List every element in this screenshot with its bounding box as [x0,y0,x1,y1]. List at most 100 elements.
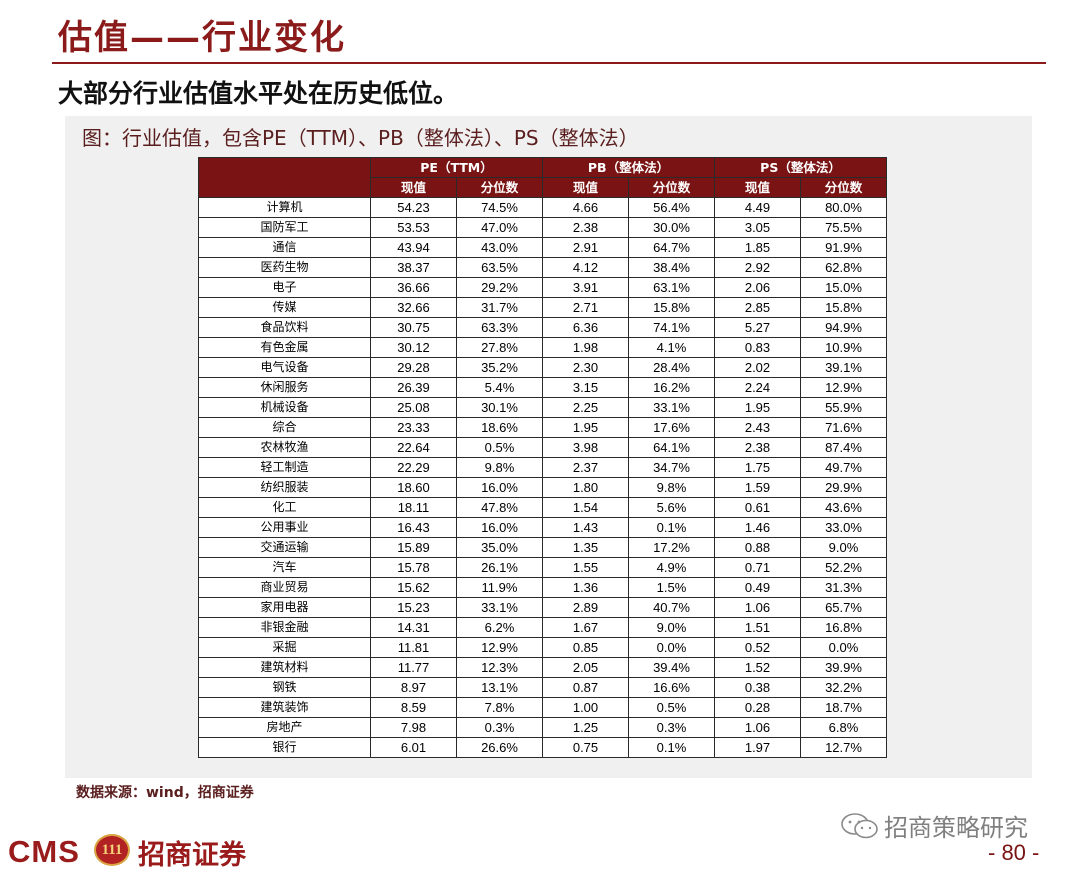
table-row: 化工 18.11 47.8% 1.54 5.6% 0.61 43.6% [198,497,887,518]
value-cell: 54.23 [370,197,457,218]
industry-name-cell: 房地产 [198,717,371,738]
industry-name-cell: 轻工制造 [198,457,371,478]
industry-header [198,157,371,198]
value-cell: 4.12 [542,257,629,278]
value-cell: 4.66 [542,197,629,218]
value-cell: 5.4% [456,377,543,398]
value-cell: 1.43 [542,517,629,538]
table-row: 食品饮料 30.75 63.3% 6.36 74.1% 5.27 94.9% [198,317,887,338]
value-cell: 31.7% [456,297,543,318]
industry-name-cell: 计算机 [198,197,371,218]
value-cell: 64.1% [628,437,715,458]
value-cell: 3.91 [542,277,629,298]
value-cell: 8.97 [370,677,457,698]
value-cell: 16.8% [800,617,887,638]
value-cell: 63.3% [456,317,543,338]
industry-name-cell: 综合 [198,417,371,438]
value-cell: 6.8% [800,717,887,738]
value-cell: 18.11 [370,497,457,518]
table-body: 计算机 54.23 74.5% 4.66 56.4% 4.49 80.0% 国防军工 53.53… [198,197,887,758]
industry-name-cell: 休闲服务 [198,377,371,398]
value-cell: 7.98 [370,717,457,738]
industry-name-cell: 农林牧渔 [198,437,371,458]
value-cell: 15.0% [800,277,887,298]
industry-name-cell: 国防军工 [198,217,371,238]
value-cell: 0.85 [542,637,629,658]
value-cell: 3.15 [542,377,629,398]
value-cell: 12.9% [800,377,887,398]
table-row: 电气设备 29.28 35.2% 2.30 28.4% 2.02 39.1% [198,357,887,378]
value-cell: 26.39 [370,377,457,398]
value-cell: 33.0% [800,517,887,538]
value-cell: 2.38 [714,437,801,458]
value-cell: 2.92 [714,257,801,278]
valuation-table: PE（TTM） PB（整体法） PS（整体法） 现值 分位数 现值 分位数 现值… [198,157,887,758]
value-cell: 2.24 [714,377,801,398]
value-cell: 29.2% [456,277,543,298]
wechat-icon [841,813,878,839]
value-cell: 2.05 [542,657,629,678]
table-row: 建筑装饰 8.59 7.8% 1.00 0.5% 0.28 18.7% [198,697,887,718]
value-cell: 2.06 [714,277,801,298]
value-cell: 30.12 [370,337,457,358]
value-cell: 17.6% [628,417,715,438]
value-cell: 3.05 [714,217,801,238]
value-cell: 43.6% [800,497,887,518]
table-row: 轻工制造 22.29 9.8% 2.37 34.7% 1.75 49.7% [198,457,887,478]
value-cell: 2.02 [714,357,801,378]
table-sub-header-row: 现值 分位数 现值 分位数 现值 分位数 [199,177,887,198]
value-cell: 2.30 [542,357,629,378]
value-cell: 0.3% [628,717,715,738]
value-cell: 74.5% [456,197,543,218]
value-cell: 2.91 [542,237,629,258]
value-cell: 1.95 [542,417,629,438]
value-cell: 27.8% [456,337,543,358]
value-cell: 22.29 [370,457,457,478]
value-cell: 1.80 [542,477,629,498]
value-cell: 7.8% [456,697,543,718]
value-cell: 14.31 [370,617,457,638]
value-cell: 2.37 [542,457,629,478]
figure-caption: 图：行业估值，包含PE（TTM）、PB（整体法）、PS（整体法） [82,126,639,150]
value-cell: 16.43 [370,517,457,538]
sub-header-ps-value: 现值 [714,177,801,198]
value-cell: 0.28 [714,697,801,718]
table-row: 有色金属 30.12 27.8% 1.98 4.1% 0.83 10.9% [198,337,887,358]
wechat-account-name: 招商策略研究 [884,814,1028,842]
value-cell: 30.75 [370,317,457,338]
value-cell: 1.54 [542,497,629,518]
page-subtitle: 大部分行业估值水平处在历史低位。 [58,79,459,108]
value-cell: 11.81 [370,637,457,658]
table-row: 纺织服装 18.60 16.0% 1.80 9.8% 1.59 29.9% [198,477,887,498]
industry-name-cell: 公用事业 [198,517,371,538]
industry-name-cell: 建筑材料 [198,657,371,678]
value-cell: 1.67 [542,617,629,638]
logo-latin-text: CMS [8,834,80,869]
value-cell: 8.59 [370,697,457,718]
table-row: 通信 43.94 43.0% 2.91 64.7% 1.85 91.9% [198,237,887,258]
industry-name-cell: 家用电器 [198,597,371,618]
value-cell: 65.7% [800,597,887,618]
value-cell: 29.9% [800,477,887,498]
value-cell: 33.1% [628,397,715,418]
value-cell: 0.1% [628,737,715,758]
value-cell: 43.0% [456,237,543,258]
value-cell: 34.7% [628,457,715,478]
value-cell: 0.5% [628,697,715,718]
industry-name-cell: 采掘 [198,637,371,658]
value-cell: 40.7% [628,597,715,618]
sub-header-ps-percentile: 分位数 [800,177,887,198]
value-cell: 9.8% [628,477,715,498]
value-cell: 9.0% [628,617,715,638]
table-row: 交通运输 15.89 35.0% 1.35 17.2% 0.88 9.0% [198,537,887,558]
value-cell: 0.38 [714,677,801,698]
table-row: 银行 6.01 26.6% 0.75 0.1% 1.97 12.7% [198,737,887,758]
value-cell: 63.5% [456,257,543,278]
value-cell: 10.9% [800,337,887,358]
page-number: - 80 - [988,840,1040,865]
value-cell: 12.9% [456,637,543,658]
value-cell: 53.53 [370,217,457,238]
value-cell: 80.0% [800,197,887,218]
table-row: 计算机 54.23 74.5% 4.66 56.4% 4.49 80.0% [198,197,887,218]
value-cell: 16.6% [628,677,715,698]
